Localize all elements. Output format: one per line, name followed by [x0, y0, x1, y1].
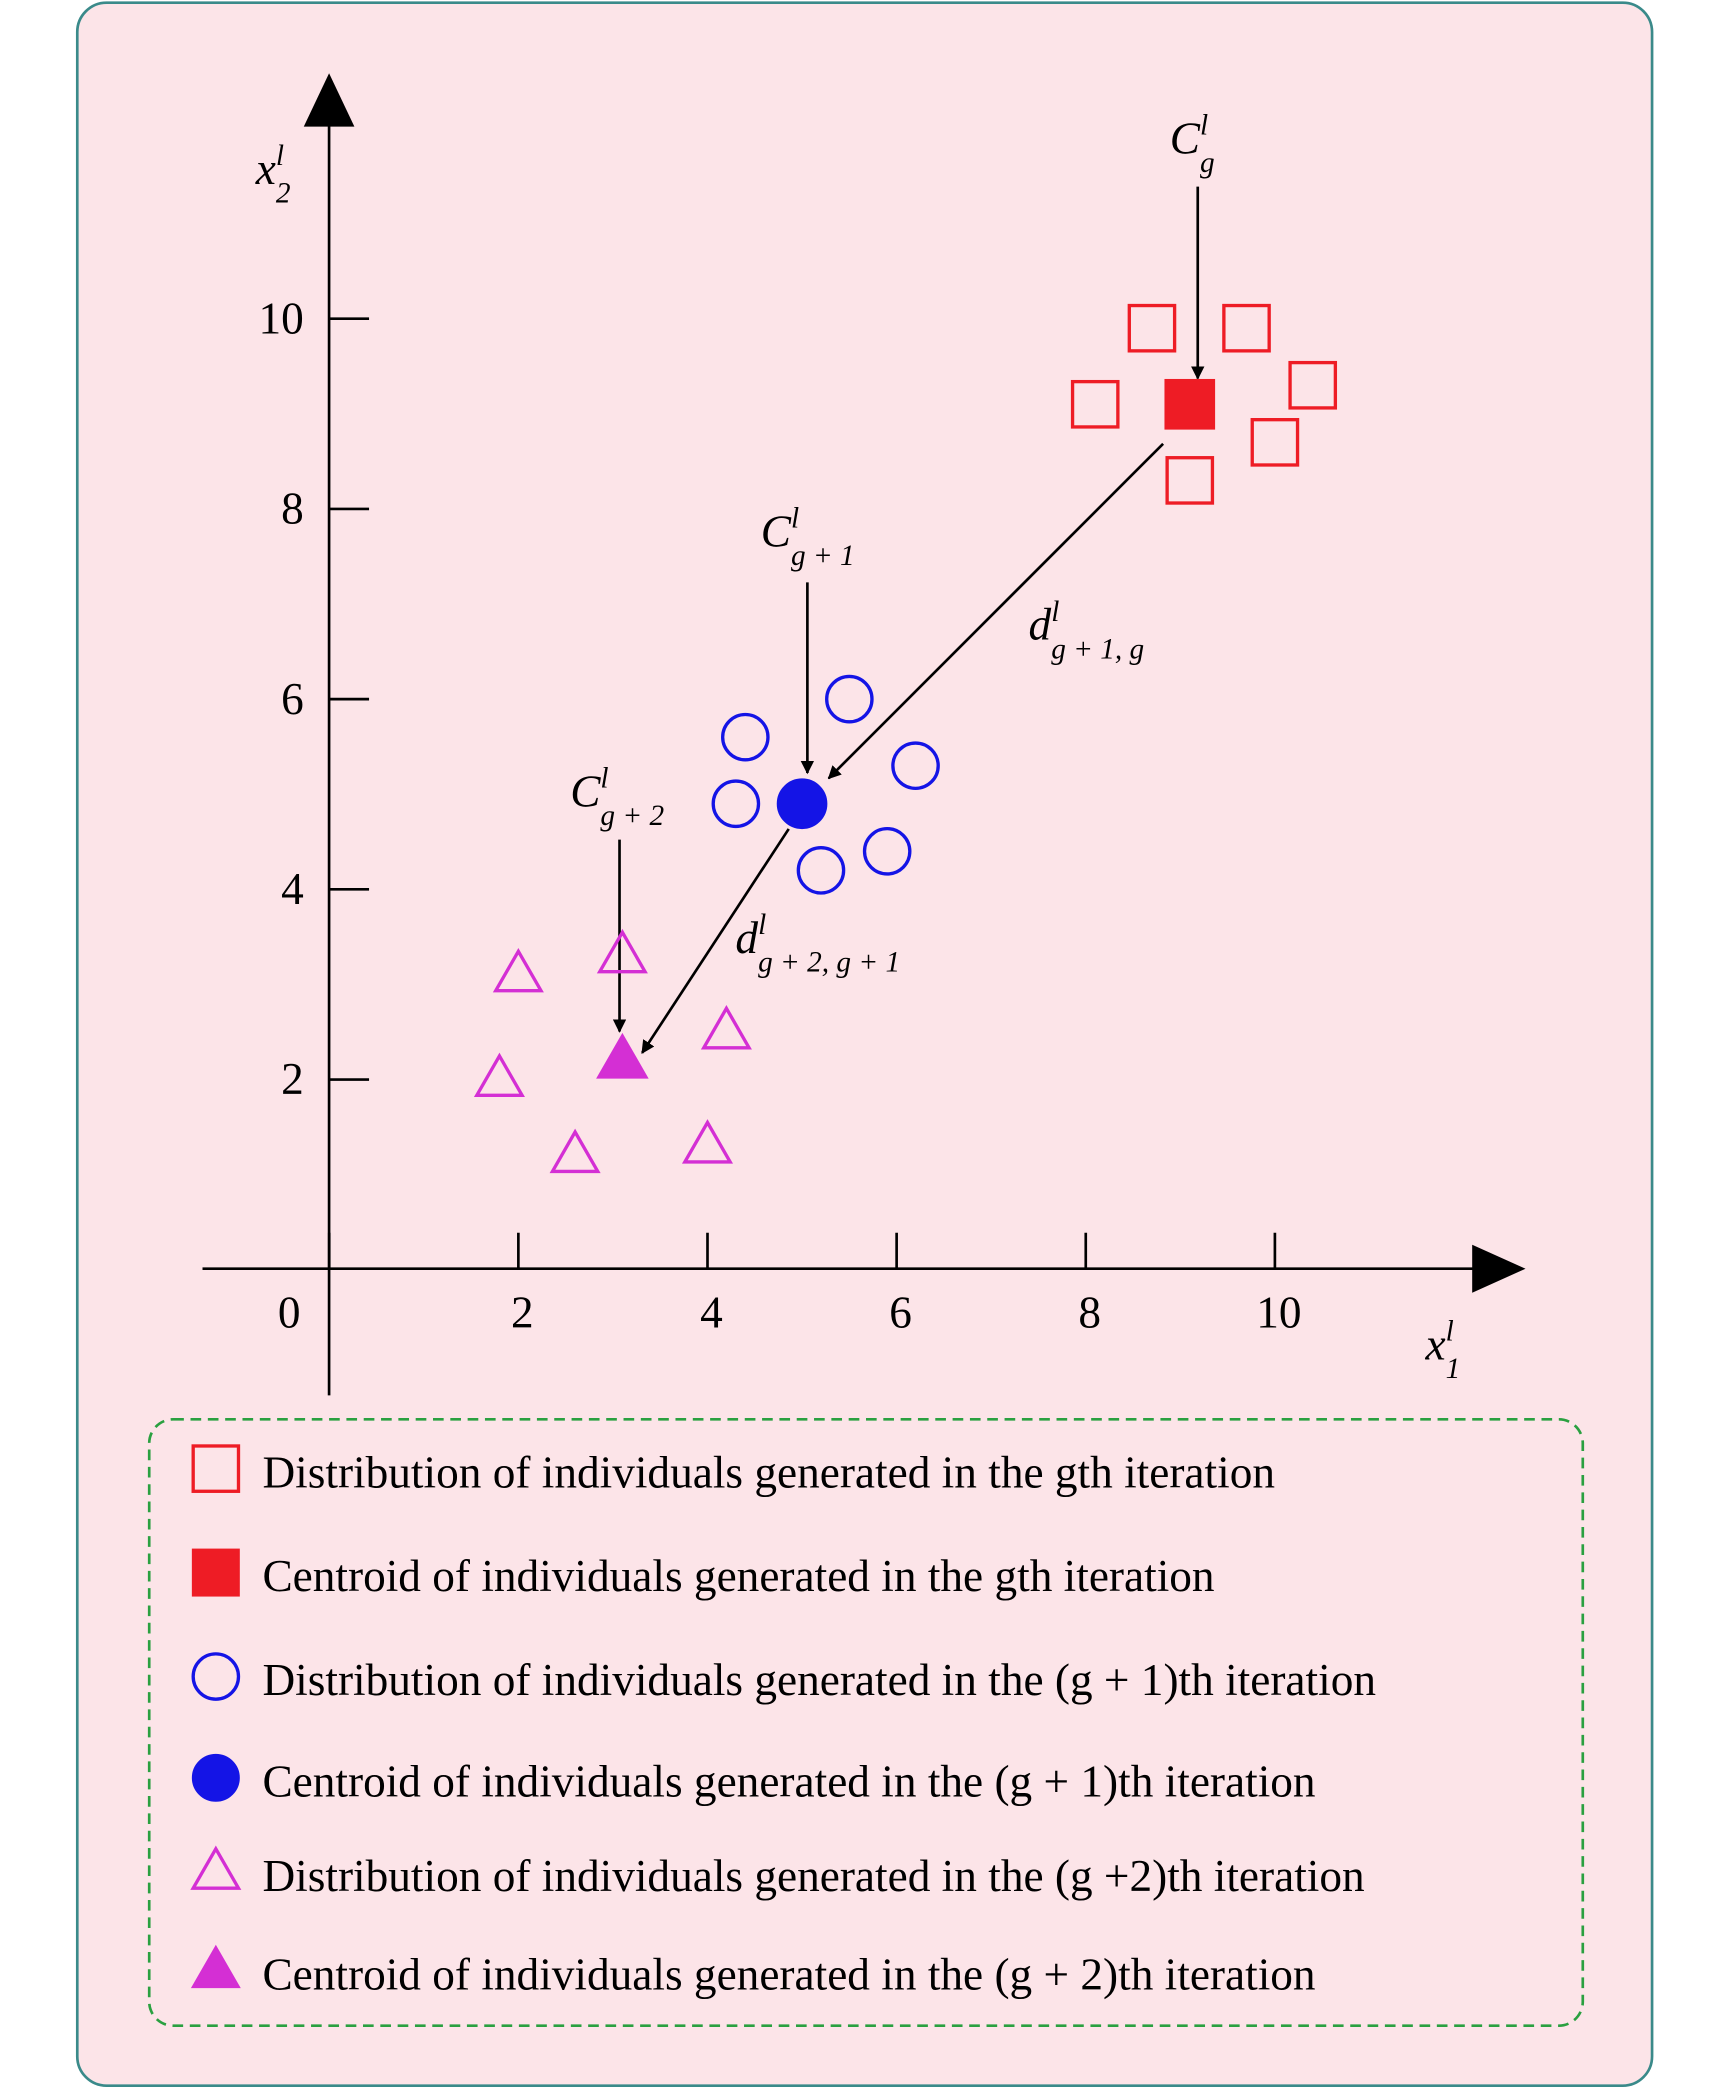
square-marker	[1070, 379, 1120, 429]
math-base: C	[761, 506, 792, 556]
math-base: x	[255, 144, 276, 194]
math-sup: l	[600, 763, 608, 795]
legend-label: Distribution of individuals generated in…	[262, 1447, 1275, 1497]
legend-label: Centroid of individuals generated in the…	[262, 1551, 1214, 1601]
circle-marker	[721, 712, 770, 762]
math-sub: g + 1	[791, 540, 855, 572]
legend-label: Centroid of individuals generated in the…	[262, 1756, 1315, 1806]
math-base: d	[735, 913, 758, 963]
legend-box	[147, 1417, 1585, 2028]
circle-marker	[191, 1753, 240, 1802]
math-sup: l	[791, 503, 799, 535]
square-marker	[191, 1548, 240, 1597]
circle-marker	[776, 778, 828, 830]
x-tick-label: 8	[1078, 1287, 1101, 1337]
x-tick-label: 2	[511, 1287, 534, 1337]
math-sub: g	[1200, 147, 1215, 179]
x-tick-label: 6	[889, 1287, 912, 1337]
annotation: Cl g + 2	[570, 763, 664, 832]
triangle-marker	[492, 947, 544, 993]
math-base: d	[1029, 600, 1052, 650]
triangle-marker	[700, 1005, 752, 1050]
legend-label: Distribution of individuals generated in…	[262, 1655, 1376, 1705]
y-tick-label: 2	[281, 1054, 304, 1104]
panel	[75, 1, 1654, 2088]
circle-marker	[711, 779, 761, 829]
triangle-marker	[681, 1119, 734, 1164]
math-sup: l	[276, 140, 284, 172]
math-base: C	[1170, 113, 1201, 163]
x-axis-label: xl 1	[1425, 1316, 1461, 1385]
square-marker	[1127, 303, 1177, 353]
triangle-marker	[549, 1128, 601, 1174]
math-sub: g + 1, g	[1051, 633, 1144, 665]
legend-label: Centroid of individuals generated in the…	[262, 1950, 1315, 2000]
math-sup: l	[1446, 1316, 1454, 1348]
y-tick-label: 6	[281, 674, 304, 724]
square-marker	[1222, 303, 1271, 353]
y-axis-label: xl 2	[255, 140, 291, 209]
circle-marker	[862, 826, 912, 876]
math-sub: g + 2	[600, 800, 664, 832]
y-tick-label: 8	[281, 484, 304, 534]
distance-arrow	[641, 828, 790, 1054]
annotation: dl g + 2, g + 1	[735, 909, 900, 978]
square-marker	[1164, 378, 1216, 430]
square-marker	[1250, 418, 1300, 467]
math-sup: l	[1051, 596, 1059, 628]
circle-marker	[796, 846, 846, 895]
circle-marker	[191, 1652, 241, 1701]
math-sup: l	[758, 909, 766, 941]
triangle-marker	[596, 1032, 649, 1079]
triangle-marker	[190, 1845, 242, 1890]
circle-marker	[891, 741, 940, 791]
circle-marker	[825, 674, 874, 724]
x-tick-label: 10	[1256, 1287, 1301, 1337]
math-base: x	[1425, 1319, 1446, 1369]
math-sup: l	[1200, 110, 1208, 142]
y-tick-label: 4	[281, 864, 304, 914]
x-tick-label: 4	[700, 1287, 723, 1337]
square-marker	[1165, 456, 1215, 505]
distance-arrow	[827, 442, 1165, 780]
y-tick-label: 10	[258, 293, 303, 343]
math-base: C	[570, 766, 601, 816]
math-sub: 1	[1446, 1353, 1461, 1385]
arrows	[612, 186, 1205, 1054]
math-sub: g + 2, g + 1	[758, 947, 900, 979]
square-marker	[1288, 360, 1338, 410]
x-tick-label: 0	[278, 1287, 301, 1337]
triangle-marker	[596, 928, 648, 974]
y-axis-arrow	[303, 73, 355, 127]
math-sub: 2	[276, 178, 291, 210]
triangle-marker	[190, 1944, 241, 1989]
annotation: dl g + 1, g	[1029, 596, 1145, 665]
annotation: Cl g + 1	[761, 503, 855, 572]
legend-label: Distribution of individuals generated in…	[262, 1851, 1364, 1901]
x-axis-arrow	[1472, 1244, 1526, 1293]
annotation: Cl g	[1170, 110, 1215, 179]
triangle-marker	[473, 1052, 525, 1098]
square-marker	[191, 1444, 241, 1493]
